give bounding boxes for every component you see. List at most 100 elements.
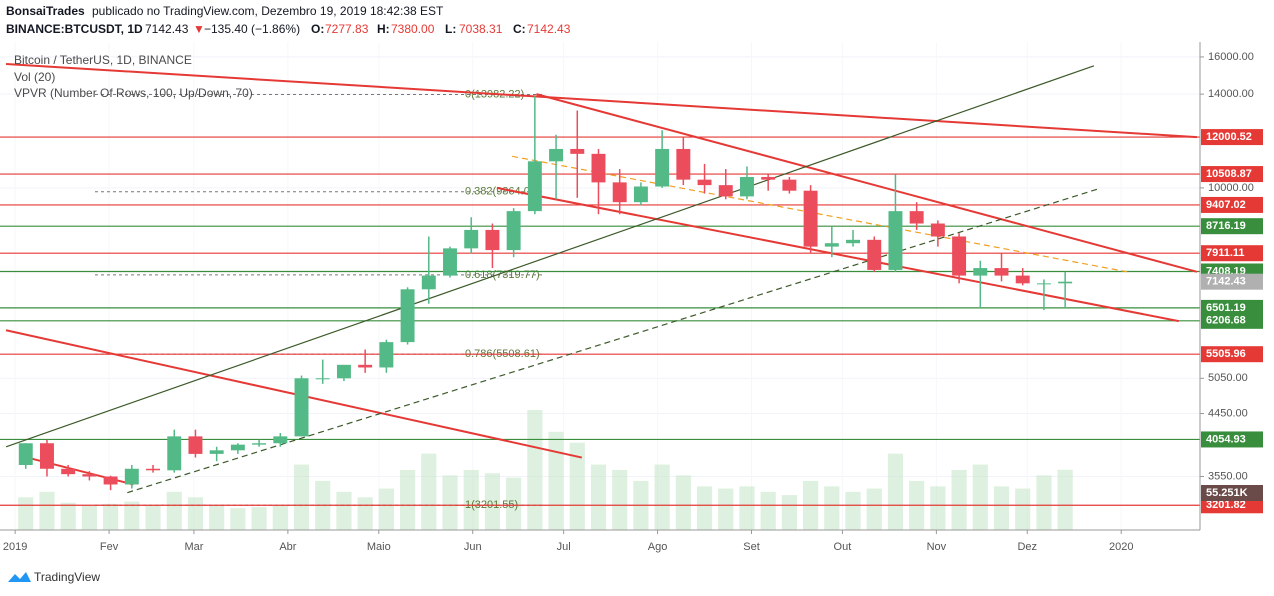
volume-bar <box>39 491 55 530</box>
level-box <box>1201 166 1263 183</box>
candle-body <box>867 239 882 270</box>
volume-bar <box>781 495 797 530</box>
volume-bar <box>739 486 755 530</box>
candle-body <box>846 239 860 244</box>
candle-body <box>379 342 394 368</box>
x-tick-label: Nov <box>927 541 947 553</box>
plot-area: 0(13982.22)0.382(9864.00)0.618(7319.77)0… <box>0 42 1200 530</box>
level-label: 6206.68 <box>1206 315 1246 327</box>
candle-body <box>103 476 118 485</box>
candle-body <box>124 468 139 485</box>
candle-body <box>1058 281 1073 284</box>
volume-bar <box>930 486 946 530</box>
x-tick-label: Jun <box>464 541 482 553</box>
trend-line <box>512 155 1128 273</box>
volume-bar <box>845 491 861 530</box>
volume-bar <box>675 475 691 530</box>
volume-bar <box>421 453 437 530</box>
level-label: 10508.87 <box>1206 168 1252 180</box>
candle-body <box>973 268 988 276</box>
candle-body <box>570 148 585 154</box>
current-price-box <box>1201 273 1263 290</box>
candle-body <box>718 185 733 197</box>
candle-body <box>633 186 648 203</box>
volume-bar <box>760 491 776 530</box>
volume-bar <box>463 470 479 530</box>
candle-body <box>888 211 903 270</box>
volume-bar <box>590 464 607 530</box>
x-tick-label: Fev <box>100 541 119 553</box>
volume-bar <box>951 470 967 530</box>
candle-body <box>591 153 606 183</box>
vpvr-legend: VPVR (Number Of Rows, 100, Up/Down, 70) <box>14 86 253 100</box>
volume-bar <box>166 491 182 530</box>
volume-bar <box>251 507 267 530</box>
candle-body <box>930 223 945 237</box>
volume-last-box <box>1201 485 1263 501</box>
level-label: 12000.52 <box>1206 131 1252 143</box>
candle-body <box>252 443 267 445</box>
candle-body <box>40 443 54 469</box>
volume-bar <box>972 464 988 530</box>
y-tick-label: 5050.00 <box>1208 372 1248 384</box>
volume-bar <box>993 486 1010 530</box>
x-tick-label: Mar <box>184 541 203 553</box>
x-tick-label: Ago <box>648 541 668 553</box>
candle-body <box>803 190 818 247</box>
volume-bar <box>400 470 416 530</box>
volume-bar <box>484 473 500 530</box>
level-box <box>1201 497 1263 514</box>
volume-bar <box>887 453 904 530</box>
candle-body <box>273 436 288 444</box>
volume-bar <box>187 497 204 530</box>
level-box <box>1201 312 1263 329</box>
candle-body <box>315 378 330 380</box>
level-label: 4054.93 <box>1206 433 1246 445</box>
level-box <box>1201 346 1263 363</box>
ohlc-value: 7038.31 <box>459 22 503 36</box>
volume-bar <box>612 470 628 530</box>
candle-body <box>167 436 182 471</box>
candle-body <box>464 229 479 249</box>
candle-body <box>1015 275 1030 284</box>
candle-body <box>1036 283 1051 285</box>
fib-label: 0.618(7319.77) <box>465 269 540 281</box>
x-tick-label: 2020 <box>1109 541 1133 553</box>
trend-line <box>536 93 1198 273</box>
candle-body <box>61 468 76 475</box>
volume-legend: Vol (20) <box>14 70 55 84</box>
volume-bar <box>569 442 585 530</box>
volume-bar <box>336 491 352 530</box>
x-tick-label: Abr <box>279 541 296 553</box>
symbol: BINANCE:BTCUSDT, 1D <box>6 22 143 36</box>
ohlc-values: O: 7277.83 H: 7380.00 L: 7038.31 C: 7142.43 <box>311 22 571 36</box>
volume-bar <box>1036 475 1052 530</box>
volume-bar <box>124 501 140 530</box>
candle-body <box>655 148 670 187</box>
candle-body <box>209 450 224 454</box>
candle-body <box>549 148 564 162</box>
volume-bar <box>527 410 543 530</box>
candle-body <box>761 176 776 180</box>
volume-bar <box>442 475 458 530</box>
trend-line <box>5 329 583 459</box>
volume-bar <box>1015 488 1031 530</box>
level-box <box>1201 129 1263 146</box>
volume-bar <box>272 506 288 530</box>
ohlc-value: 7380.00 <box>391 22 435 36</box>
volume-bar <box>357 497 373 530</box>
candle-body <box>400 289 415 343</box>
candle-body <box>782 179 797 191</box>
candle-body <box>336 364 351 379</box>
level-label: 9407.02 <box>1206 199 1246 211</box>
last-price: 7142.43 <box>145 22 189 36</box>
candle-body <box>294 378 309 437</box>
change: −135.40 (−1.86%) <box>204 22 300 36</box>
ohlc-label: H: <box>377 22 390 36</box>
volume-bar <box>654 464 670 530</box>
candle-body <box>230 444 245 451</box>
ohlc-label: O: <box>311 22 324 36</box>
candle-body <box>18 443 33 465</box>
candle-body <box>676 148 691 180</box>
volume-bar <box>506 477 522 530</box>
